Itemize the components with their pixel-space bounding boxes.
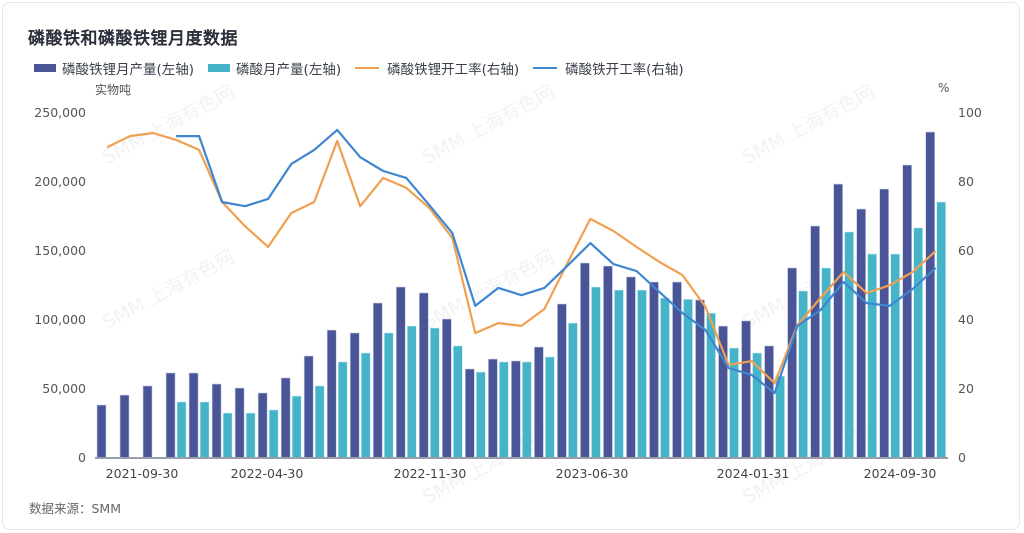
bar-fp-output xyxy=(591,286,601,459)
bar-fp-output xyxy=(568,322,578,459)
bar-lfp-output xyxy=(465,368,475,459)
bar-fp-output xyxy=(452,345,463,459)
right-axis-tick: 40 xyxy=(958,312,974,327)
data-source: 数据来源：SMM xyxy=(29,501,122,516)
bar-fp-output xyxy=(222,412,233,459)
legend-label: 磷酸铁开工率(右轴) xyxy=(565,62,684,78)
bar-lfp-output xyxy=(856,208,866,459)
bar-fp-output xyxy=(522,361,532,459)
x-axis-label: 2022-04-30 xyxy=(231,466,304,481)
bar-lfp-output xyxy=(833,183,843,459)
bar-lfp-output xyxy=(626,276,636,459)
bar-lfp-output xyxy=(326,329,337,459)
bar-fp-output xyxy=(637,289,647,459)
bar-fp-output xyxy=(913,227,924,459)
bar-fp-output xyxy=(406,325,417,459)
left-axis-tick: 100,000 xyxy=(34,312,86,327)
bar-lfp-output xyxy=(257,392,268,459)
left-axis-tick: 50,000 xyxy=(42,381,86,396)
bar-fp-output xyxy=(314,385,325,459)
bar-lfp-output xyxy=(119,394,130,459)
right-axis-tick: 20 xyxy=(958,381,974,396)
bar-lfp-output xyxy=(810,225,820,459)
legend-label: 磷酸铁锂开工率(右轴) xyxy=(387,62,520,78)
x-axis-label: 2021-09-30 xyxy=(106,466,179,481)
bar-fp-output xyxy=(660,297,670,459)
right-axis-tick: 100 xyxy=(958,105,982,120)
bar-fp-output xyxy=(429,327,440,459)
bar-lfp-output xyxy=(280,377,291,459)
x-axis-label: 2024-09-30 xyxy=(864,466,937,481)
bar-fp-output xyxy=(176,401,187,459)
legend-item-fp-utilization[interactable]: 磷酸铁开工率(右轴) xyxy=(533,58,684,78)
bar-fp-output xyxy=(476,371,486,459)
bar-fp-output xyxy=(499,361,509,459)
x-axis-label: 2023-06-30 xyxy=(556,466,629,481)
bar-lfp-output xyxy=(488,358,498,459)
legend-swatch-bar-icon xyxy=(208,64,231,72)
bar-lfp-output xyxy=(211,383,222,459)
bar-lfp-output xyxy=(188,372,199,459)
bar-lfp-output xyxy=(557,303,567,459)
bar-lfp-output xyxy=(418,292,429,459)
bar-lfp-output xyxy=(925,131,936,459)
right-axis-unit: % xyxy=(938,81,950,95)
bar-lfp-output xyxy=(303,355,314,459)
bar-lfp-output xyxy=(787,267,797,459)
left-axis-tick: 150,000 xyxy=(34,243,86,258)
bar-lfp-output xyxy=(234,387,245,459)
bar-lfp-output xyxy=(603,265,613,459)
bar-fp-output xyxy=(268,409,279,459)
bar-lfp-output xyxy=(902,164,913,459)
legend-swatch-line-icon xyxy=(355,67,380,69)
bar-fp-output xyxy=(545,356,555,459)
legend-label: 磷酸月产量(左轴) xyxy=(236,62,342,78)
bar-lfp-output xyxy=(741,320,751,459)
line-fp-utilization xyxy=(176,128,937,395)
bar-lfp-output xyxy=(879,188,889,459)
left-axis-tick: 200,000 xyxy=(34,174,86,189)
bar-lfp-output xyxy=(395,286,406,459)
bar-fp-output xyxy=(360,352,371,459)
legend-item-fp-output[interactable]: 磷酸月产量(左轴) xyxy=(208,58,341,78)
x-axis-label: 2022-11-30 xyxy=(394,466,467,481)
legend-swatch-bar-icon xyxy=(34,64,56,72)
legend-item-lfp-output[interactable]: 磷酸铁锂月产量(左轴) xyxy=(34,58,194,78)
bar-fp-output xyxy=(683,298,693,459)
legend-swatch-line-icon xyxy=(533,67,558,69)
bar-lfp-output xyxy=(142,385,153,459)
right-axis-tick: 60 xyxy=(958,243,974,258)
left-axis-tick: 250,000 xyxy=(34,105,86,120)
bar-fp-output xyxy=(844,231,854,459)
x-axis-label: 2024-01-31 xyxy=(717,466,790,481)
bar-fp-output xyxy=(867,253,877,459)
bar-fp-output xyxy=(337,361,348,459)
bar-fp-output xyxy=(199,401,210,459)
bar-lfp-output xyxy=(349,332,360,459)
bar-fp-output xyxy=(614,289,624,459)
legend-label: 磷酸铁锂月产量(左轴) xyxy=(62,62,195,78)
bar-lfp-output xyxy=(441,318,452,459)
bar-lfp-output xyxy=(764,345,774,459)
chart-title: 磷酸铁和磷酸铁锂月度数据 xyxy=(28,29,238,49)
bar-lfp-output xyxy=(534,346,544,459)
bar-lfp-output xyxy=(372,302,383,459)
bar-lfp-output xyxy=(165,372,176,459)
bar-fp-output xyxy=(383,332,394,459)
bar-lfp-output xyxy=(649,281,659,459)
right-axis-tick: 80 xyxy=(958,174,974,189)
legend-item-lfp-utilization[interactable]: 磷酸铁锂开工率(右轴) xyxy=(355,58,519,78)
left-axis-unit: 实物吨 xyxy=(95,83,132,97)
bar-fp-output xyxy=(291,395,302,459)
bar-lfp-output xyxy=(580,262,590,459)
left-axis-tick: 0 xyxy=(78,450,86,465)
right-axis-tick: 0 xyxy=(958,450,966,465)
bar-lfp-output xyxy=(511,360,521,459)
bar-lfp-output xyxy=(96,404,107,459)
legend: 磷酸铁锂月产量(左轴) 磷酸月产量(左轴) 磷酸铁锂开工率(右轴) 磷酸铁开工率… xyxy=(34,58,698,78)
bar-fp-output xyxy=(936,201,947,459)
bar-fp-output xyxy=(245,412,256,459)
